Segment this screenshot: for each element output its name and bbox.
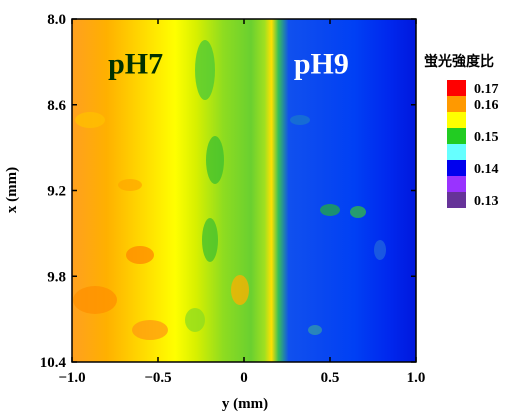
y-tick-label: 9.2 xyxy=(47,184,66,200)
legend-swatch xyxy=(447,80,466,96)
legend-label: 0.14 xyxy=(474,162,499,177)
x-axis-label: y (mm) xyxy=(222,396,268,412)
x-tick-label: −0.5 xyxy=(144,370,171,386)
legend-swatch xyxy=(447,96,466,112)
y-tick-label: 9.8 xyxy=(47,269,66,285)
x-tick-label: 0.5 xyxy=(321,370,340,386)
x-axis: −1.0 −0.5 0 0.5 1.0 xyxy=(58,19,425,386)
x-tick-label: −1.0 xyxy=(58,370,85,386)
legend-label: 0.16 xyxy=(474,98,499,113)
heatmap-field xyxy=(72,19,416,362)
legend-swatch xyxy=(447,112,466,128)
y-tick-label: 10.4 xyxy=(40,355,67,371)
legend-title: 蛍光強度比 xyxy=(424,53,494,70)
legend-swatch xyxy=(447,144,466,160)
x-tick-label: 1.0 xyxy=(407,370,426,386)
x-tick-label: 0 xyxy=(240,370,248,386)
legend-swatch xyxy=(447,176,466,192)
legend: 蛍光強度比 0.170.16 0.15 0.14 0.13 xyxy=(424,53,499,209)
annotation-ph7: pH7 xyxy=(108,47,163,80)
y-axis-label: x (mm) xyxy=(4,167,20,213)
legend-swatch xyxy=(447,160,466,176)
annotation-ph9: pH9 xyxy=(294,47,349,80)
legend-swatch xyxy=(447,192,466,208)
legend-label: 0.15 xyxy=(474,130,499,145)
y-axis: 8.0 8.6 9.2 9.8 10.4 xyxy=(40,12,416,371)
legend-swatch xyxy=(447,128,466,144)
y-tick-label: 8.0 xyxy=(47,12,66,28)
legend-label: 0.13 xyxy=(474,194,499,209)
legend-label: 0.17 xyxy=(474,82,499,97)
y-tick-label: 8.6 xyxy=(47,98,66,114)
